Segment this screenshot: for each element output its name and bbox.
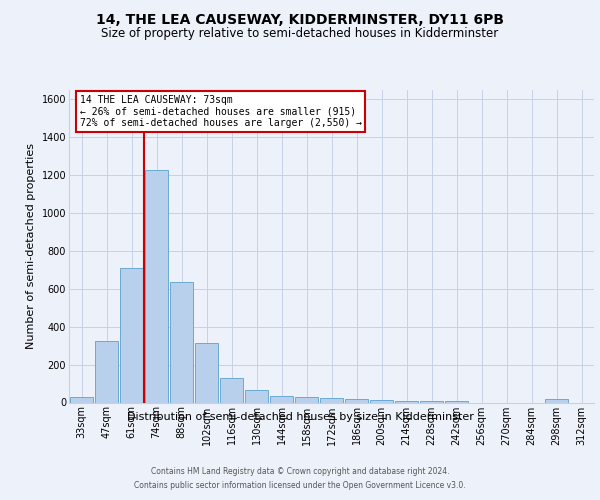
Bar xyxy=(270,396,293,402)
Text: Contains public sector information licensed under the Open Government Licence v3: Contains public sector information licen… xyxy=(134,481,466,490)
Bar xyxy=(545,398,568,402)
Bar xyxy=(295,398,318,402)
Text: Size of property relative to semi-detached houses in Kidderminster: Size of property relative to semi-detach… xyxy=(101,28,499,40)
Bar xyxy=(220,378,243,402)
Text: Contains HM Land Registry data © Crown copyright and database right 2024.: Contains HM Land Registry data © Crown c… xyxy=(151,468,449,476)
Bar xyxy=(120,268,143,402)
Text: 14, THE LEA CAUSEWAY, KIDDERMINSTER, DY11 6PB: 14, THE LEA CAUSEWAY, KIDDERMINSTER, DY1… xyxy=(96,12,504,26)
Bar xyxy=(345,399,368,402)
Bar xyxy=(70,397,93,402)
Text: Distribution of semi-detached houses by size in Kidderminster: Distribution of semi-detached houses by … xyxy=(127,412,473,422)
Bar xyxy=(370,400,393,402)
Bar xyxy=(245,390,268,402)
Bar xyxy=(395,400,418,402)
Bar xyxy=(145,170,168,402)
Text: 14 THE LEA CAUSEWAY: 73sqm
← 26% of semi-detached houses are smaller (915)
72% o: 14 THE LEA CAUSEWAY: 73sqm ← 26% of semi… xyxy=(79,94,361,128)
Bar xyxy=(170,282,193,403)
Y-axis label: Number of semi-detached properties: Number of semi-detached properties xyxy=(26,143,36,349)
Bar xyxy=(420,401,443,402)
Bar xyxy=(195,343,218,402)
Bar xyxy=(320,398,343,402)
Bar xyxy=(95,341,118,402)
